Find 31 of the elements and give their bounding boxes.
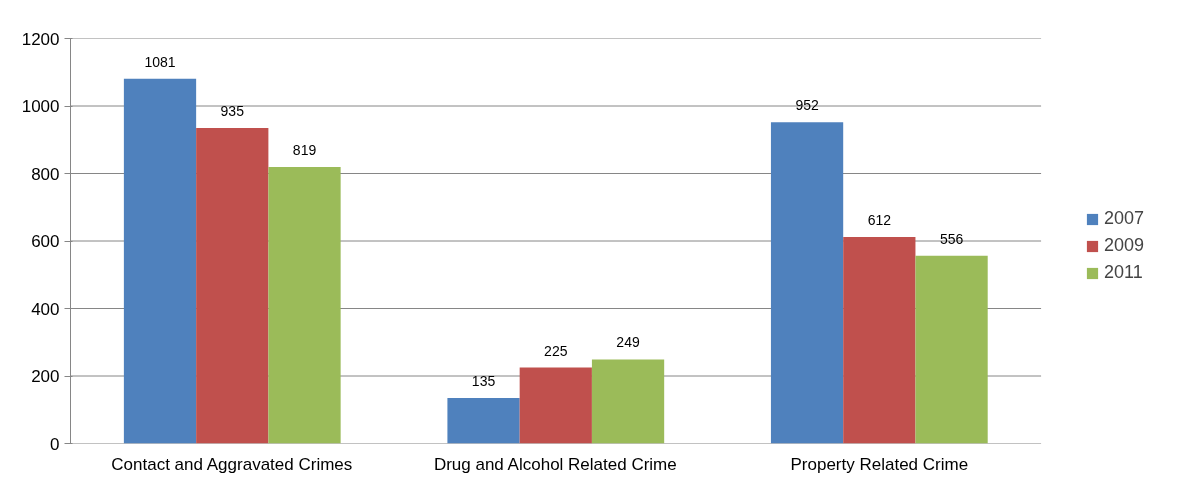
data-label: 225	[544, 342, 568, 359]
legend-label: 2009	[1104, 235, 1145, 256]
data-label: 556	[939, 230, 964, 247]
bar	[123, 78, 197, 444]
bar	[591, 359, 665, 444]
x-tick-label: Drug and Alcohol Related Crime	[433, 454, 677, 474]
data-label: 249	[616, 334, 640, 351]
data-label: 135	[471, 372, 496, 389]
bar	[268, 167, 341, 444]
y-tick-label: 0	[50, 434, 60, 454]
legend-label: 2007	[1104, 208, 1145, 229]
y-tick-label: 200	[31, 367, 60, 386]
y-tick-label: 600	[31, 232, 60, 251]
bar	[519, 367, 592, 444]
legend-label: 2011	[1104, 262, 1143, 283]
data-label: 935	[220, 102, 245, 119]
data-label: 952	[795, 97, 819, 114]
data-label: 819	[292, 142, 317, 159]
y-tick-label: 1000	[21, 97, 60, 116]
y-tick-label: 800	[31, 164, 60, 184]
bar	[196, 127, 269, 444]
y-tick-label: 1200	[21, 29, 60, 49]
y-tick-label: 400	[31, 299, 60, 319]
bar	[915, 255, 988, 444]
bar	[447, 397, 520, 444]
bar	[843, 236, 916, 444]
data-label: 612	[867, 211, 892, 228]
x-tick-label: Contact and Aggravated Crimes	[111, 454, 353, 474]
x-tick-label: Property Related Crime	[790, 454, 969, 474]
bar	[770, 122, 844, 444]
data-label: 1081	[144, 53, 176, 70]
